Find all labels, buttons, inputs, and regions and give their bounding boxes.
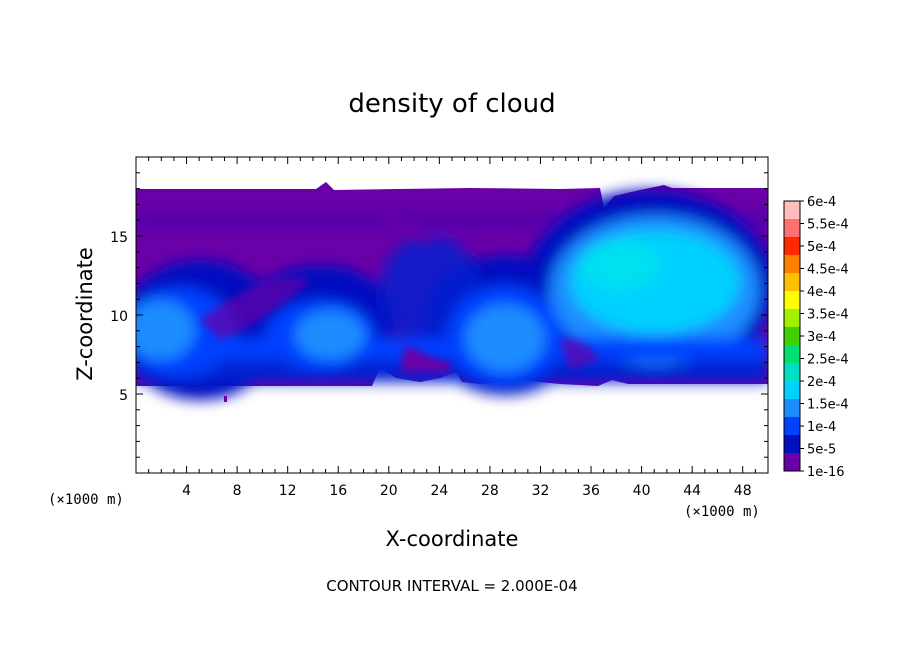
x-tick-label: 16 <box>329 483 347 499</box>
colorbar-swatch <box>784 363 800 382</box>
contour-interval-text: CONTOUR INTERVAL = 2.000E-04 <box>326 577 577 595</box>
colorbar-label: 3e-4 <box>807 330 836 345</box>
colorbar-label: 2e-4 <box>807 375 836 390</box>
x-tick-label: 40 <box>633 483 651 499</box>
colorbar-swatch <box>784 327 800 346</box>
colorbar-swatch <box>784 309 800 328</box>
y-tick-label: 10 <box>110 309 128 325</box>
colorbar-label: 4e-4 <box>807 285 836 300</box>
x-tick-label: 44 <box>683 483 701 499</box>
x-unit-label: (×1000 m) <box>684 504 760 520</box>
cloud-field <box>136 182 768 402</box>
colorbar-swatch <box>784 219 800 238</box>
colorbar-swatch <box>784 255 800 274</box>
colorbar-label: 1e-16 <box>807 465 845 480</box>
colorbar-label: 5e-5 <box>807 443 836 458</box>
x-tick-label: 24 <box>430 483 448 499</box>
colorbar-swatch <box>784 399 800 418</box>
colorbar-label: 4.5e-4 <box>807 263 849 278</box>
x-tick-label: 4 <box>182 483 191 499</box>
chart-title: density of cloud <box>348 89 555 119</box>
x-tick-label: 12 <box>279 483 297 499</box>
colorbar-swatch <box>784 381 800 400</box>
y-unit-label: (×1000 m) <box>48 492 124 508</box>
colorbar-label: 5e-4 <box>807 240 836 255</box>
colorbar: 6e-4 5.5e-4 5e-4 4.5e-4 4e-4 3.5e-4 3e-4 2.5e-4… <box>783 195 849 480</box>
y-ticks: 5 10 15 <box>110 172 768 458</box>
colorbar-swatch <box>784 291 800 310</box>
colorbar-swatch <box>784 237 800 256</box>
y-tick-label: 15 <box>110 230 128 246</box>
colorbar-swatch <box>784 345 800 364</box>
colorbar-swatch <box>784 273 800 292</box>
colorbar-swatch <box>784 201 800 220</box>
colorbar-label: 1.5e-4 <box>807 398 849 413</box>
x-axis-label: X-coordinate <box>386 527 519 551</box>
x-tick-label: 32 <box>532 483 550 499</box>
x-ticks: 4 8 12 16 20 24 28 32 36 40 44 48 <box>148 157 756 499</box>
colorbar-swatch <box>784 417 800 436</box>
colorbar-label: 2.5e-4 <box>807 353 849 368</box>
x-tick-label: 48 <box>734 483 752 499</box>
x-tick-label: 28 <box>481 483 499 499</box>
x-tick-label: 8 <box>233 483 242 499</box>
colorbar-label: 6e-4 <box>807 195 836 210</box>
colorbar-swatch <box>784 435 800 454</box>
x-tick-label: 20 <box>380 483 398 499</box>
colorbar-label: 5.5e-4 <box>807 218 849 233</box>
y-tick-label: 5 <box>119 388 128 404</box>
y-axis-label: Z-coordinate <box>73 247 97 381</box>
colorbar-swatch <box>784 453 800 472</box>
x-tick-label: 36 <box>582 483 600 499</box>
colorbar-label: 1e-4 <box>807 420 836 435</box>
colorbar-label: 3.5e-4 <box>807 308 849 323</box>
